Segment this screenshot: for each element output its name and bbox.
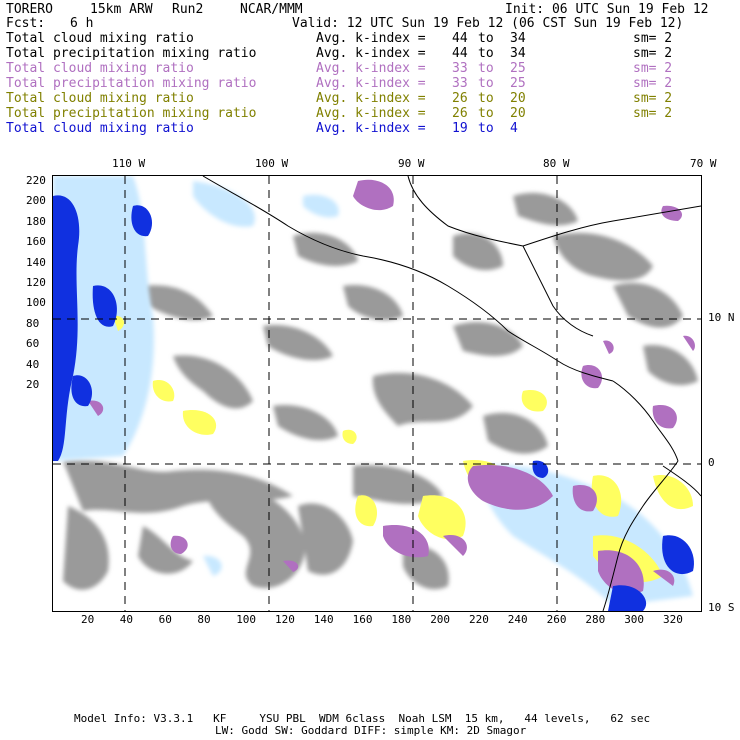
legend-to: to bbox=[478, 121, 494, 136]
legend-field: Total precipitation mixing ratio bbox=[6, 76, 257, 91]
legend-k-from: 33 bbox=[452, 61, 468, 76]
legend-k-label: Avg. k-index = bbox=[316, 76, 426, 91]
legend-sm: sm= 2 bbox=[633, 106, 673, 121]
legend-sm: sm= 2 bbox=[633, 76, 673, 91]
legend-to: to bbox=[478, 46, 494, 61]
x-tick-label: 80 bbox=[197, 613, 211, 626]
y-tick-label: 20 bbox=[26, 378, 40, 391]
map-svg bbox=[53, 176, 701, 611]
legend-sm: sm= 2 bbox=[633, 31, 673, 46]
y-tick-label: 180 bbox=[26, 214, 46, 228]
header-init: Init: 06 UTC Sun 19 Feb 12 bbox=[505, 2, 709, 17]
x-tick-label: 40 bbox=[119, 613, 134, 626]
legend-k-from: 44 bbox=[452, 46, 468, 61]
x-tick-label: 240 bbox=[507, 613, 528, 626]
lon-label-80w: 80 W bbox=[543, 157, 570, 170]
footer-physics: LW: Godd SW: Goddard DIFF: simple KM: 2D… bbox=[215, 724, 527, 737]
x-tick-label: 320 bbox=[663, 613, 683, 626]
purple-field bbox=[88, 179, 695, 595]
header-fcst-value: 6 h bbox=[70, 16, 94, 31]
header-model: TORERO bbox=[6, 2, 53, 17]
legend-field: Total precipitation mixing ratio bbox=[6, 106, 257, 121]
x-tick-label: 280 bbox=[585, 613, 606, 626]
legend-sm: sm= 2 bbox=[633, 46, 673, 61]
x-tick-label: 140 bbox=[313, 613, 334, 626]
x-tick-label: 220 bbox=[469, 613, 489, 626]
legend-k-to: 4 bbox=[510, 121, 518, 136]
lat-label-10s: 10 S bbox=[708, 601, 735, 614]
legend-k-from: 26 bbox=[452, 91, 468, 106]
legend-k-from: 33 bbox=[452, 76, 468, 91]
lat-label-0: 0 bbox=[708, 456, 715, 469]
legend-field: Total cloud mixing ratio bbox=[6, 121, 194, 136]
lon-label-110w: 110 W bbox=[112, 157, 146, 170]
legend-field: Total cloud mixing ratio bbox=[6, 31, 194, 46]
legend-k-to: 20 bbox=[510, 91, 526, 106]
legend-k-label: Avg. k-index = bbox=[316, 106, 426, 121]
gray-cloud-field bbox=[63, 192, 698, 590]
header-resolution: 15km ARW bbox=[90, 2, 153, 17]
map-plot bbox=[52, 175, 702, 612]
legend-k-label: Avg. k-index = bbox=[316, 61, 426, 76]
legend-k-label: Avg. k-index = bbox=[316, 31, 426, 46]
y-tick-label: 60 bbox=[26, 337, 40, 351]
legend-to: to bbox=[478, 76, 494, 91]
lat-label-10n: 10 N bbox=[708, 311, 735, 324]
lon-label-70w: 70 W bbox=[690, 157, 717, 170]
legend-k-to: 25 bbox=[510, 61, 526, 76]
legend-k-to: 34 bbox=[510, 46, 526, 61]
x-tick-label: 260 bbox=[546, 613, 567, 626]
x-tick-label: 100 bbox=[236, 613, 257, 626]
y-tick-label: 100 bbox=[26, 296, 46, 310]
y-tick-label: 80 bbox=[26, 316, 40, 330]
legend-to: to bbox=[478, 31, 494, 46]
x-tick-label: 60 bbox=[158, 613, 172, 626]
legend-sm: sm= 2 bbox=[633, 61, 673, 76]
x-tick-label: 180 bbox=[391, 613, 412, 626]
legend-k-label: Avg. k-index = bbox=[316, 91, 426, 106]
legend-to: to bbox=[478, 106, 494, 121]
legend-k-to: 25 bbox=[510, 76, 526, 91]
legend-k-to: 34 bbox=[510, 31, 526, 46]
legend-field: Total cloud mixing ratio bbox=[6, 61, 194, 76]
lon-label-100w: 100 W bbox=[255, 157, 289, 170]
x-tick-label: 120 bbox=[275, 613, 295, 626]
lat-lon-grid bbox=[53, 176, 701, 611]
header-org: NCAR/MMM bbox=[240, 2, 303, 17]
lon-label-90w: 90 W bbox=[398, 157, 425, 170]
legend-k-to: 20 bbox=[510, 106, 526, 121]
legend-k-label: Avg. k-index = bbox=[316, 121, 426, 136]
legend-sm: sm= 2 bbox=[633, 91, 673, 106]
x-tick-label: 300 bbox=[624, 613, 645, 626]
y-tick-label: 120 bbox=[26, 276, 46, 289]
legend-k-from: 44 bbox=[452, 31, 468, 46]
legend-k-from: 26 bbox=[452, 106, 468, 121]
y-tick-label: 40 bbox=[26, 357, 40, 371]
legend-field: Total precipitation mixing ratio bbox=[6, 46, 257, 61]
y-tick-label: 200 bbox=[26, 194, 46, 208]
legend-k-from: 19 bbox=[452, 121, 468, 136]
y-tick-label: 140 bbox=[26, 255, 46, 269]
legend-to: to bbox=[478, 91, 494, 106]
footer-model-info: Model Info: V3.3.1 KF YSU PBL WDM 6class… bbox=[74, 712, 651, 725]
blue-field bbox=[53, 195, 694, 611]
x-tick-label: 160 bbox=[352, 613, 373, 626]
header-valid: Valid: 12 UTC Sun 19 Feb 12 (06 CST Sun … bbox=[292, 16, 684, 31]
header-run: Run2 bbox=[172, 2, 204, 17]
x-tick-label: 20 bbox=[81, 613, 95, 626]
y-tick-label: 220 bbox=[26, 174, 46, 187]
legend-k-label: Avg. k-index = bbox=[316, 46, 426, 61]
legend-field: Total cloud mixing ratio bbox=[6, 91, 194, 106]
header-fcst-label: Fcst: bbox=[6, 16, 46, 31]
y-tick-label: 160 bbox=[26, 235, 46, 249]
legend-to: to bbox=[478, 61, 494, 76]
x-tick-label: 200 bbox=[430, 613, 451, 626]
